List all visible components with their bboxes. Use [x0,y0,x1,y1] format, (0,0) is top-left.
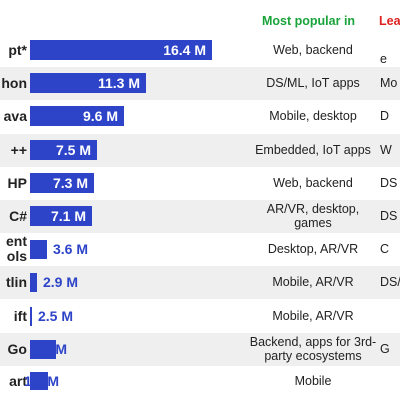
most-popular-in: DS/ML, IoT apps [266,76,360,90]
least-popular-header: Lea [379,14,400,28]
most-popular-in: Mobile, desktop [269,109,357,123]
most-popular-in: Mobile, AR/VR [272,275,354,289]
chart-row: tlin 2.9 M Mobile, AR/VR DS/ [0,265,400,299]
least-popular-in: DS [380,209,398,223]
least-popular-in: DS/ [380,275,400,289]
bar-value-label: 16.4 M [163,42,206,58]
bar [30,239,47,259]
most-popular-in: AR/VR, desktop, games [266,202,360,230]
bar-value-label: 7.1 M [50,208,86,224]
bar-value-label: 11.3 M [97,75,140,91]
bar-value-label: 7.3 M [52,175,88,191]
category-label: HP [7,174,27,191]
most-popular-in: Web, backend [273,176,353,190]
chart-row: hon 11.3 M DS/ML, IoT apps Mo [0,66,400,100]
bar-value-label: 2.5 M [38,308,74,324]
most-popular-in: Desktop, AR/VR [267,242,359,256]
least-popular-in: D [380,109,390,123]
chart-row: C# 7.1 M AR/VR, desktop, games DS [0,199,400,233]
bar-value-label: 9.6 M [82,108,118,124]
most-popular-in: Embedded, IoT apps [255,143,371,157]
chart-row: ava 9.6 M Mobile, desktop D [0,100,400,133]
category-label: ent ols [6,233,27,264]
least-popular-in: e [380,51,387,66]
chart-row: pt* 16.4 M Web, backend e [0,34,400,67]
category-label: ava [3,107,27,124]
least-popular-in: DS [380,176,398,190]
bar [30,306,32,326]
bar [30,73,146,93]
bar [30,206,92,226]
most-popular-in: Mobile, AR/VR [272,309,354,323]
chart-row: ift 2.5 M Mobile, AR/VR [0,300,400,333]
most-popular-in: Web, backend [273,43,353,57]
category-label: hon [1,74,27,91]
bar-value-label: 3.6 M [53,241,89,257]
category-label: ++ [10,141,27,158]
least-popular-in: G [380,342,390,356]
category-label: Go [7,340,27,357]
category-label: C# [9,207,27,224]
most-popular-in: Mobile [294,374,332,388]
bar-value-label: 1.4 M [24,373,60,389]
bar [30,140,97,160]
bar-value-label: 2.9 M [43,274,79,290]
bar [30,173,94,193]
category-label: art [9,372,27,389]
chart-row: art 1.4 M Mobile [0,365,400,398]
bar [30,339,56,359]
category-label: tlin [6,273,27,290]
bar [30,40,212,60]
chart-row: Go 2.0 M Backend, apps for 3rd-party ecosy… [0,332,400,366]
category-label: ift [13,307,27,324]
least-popular-in: Mo [380,76,398,90]
least-popular-in: W [380,143,392,157]
most-popular-in: Backend, apps for 3rd-party ecosystems [249,335,377,363]
bar [30,272,37,292]
bar [30,372,48,390]
least-popular-in: C [380,242,390,256]
category-label: pt* [8,41,27,58]
bar-value-label: 2.0 M [32,341,68,357]
bar-value-label: 7.5 M [55,142,91,158]
chart-row: ent ols 3.6 M Desktop, AR/VR C [0,233,400,266]
most-popular-header: Most popular in [262,14,356,28]
chart-row: HP 7.3 M Web, backend DS [0,167,400,200]
bar [30,106,124,126]
chart-row: ++ 7.5 M Embedded, IoT apps W [0,133,400,167]
